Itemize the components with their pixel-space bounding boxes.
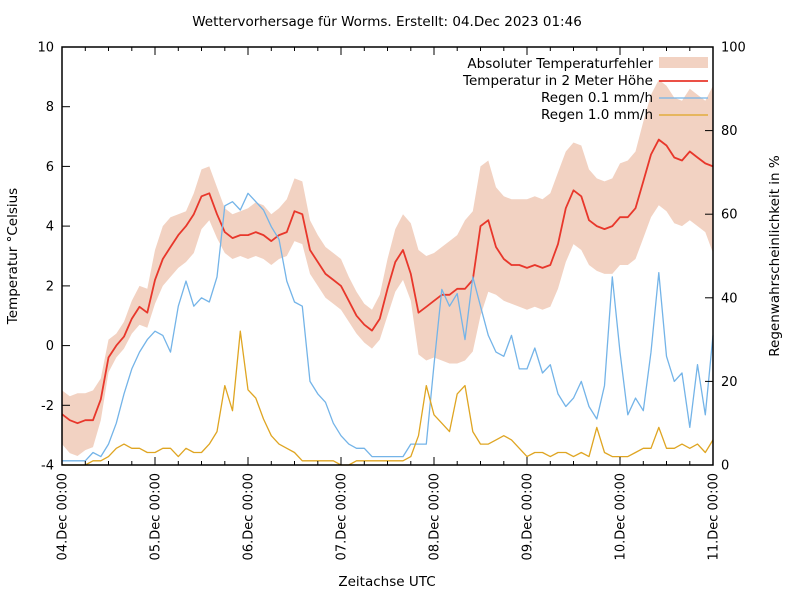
axis-ticks xyxy=(61,46,714,466)
legend-item-error-band: Absoluter Temperaturfehler xyxy=(467,56,708,72)
y-right-tick-label: 80 xyxy=(721,124,738,139)
chart-title: Wettervorhersage für Worms. Erstellt: 04… xyxy=(192,14,582,30)
legend-swatch-error-band-icon xyxy=(659,57,708,68)
y-left-tick-label: 8 xyxy=(46,100,54,115)
x-tick-label: 09.Dec 00:00 xyxy=(521,473,536,560)
series-lines xyxy=(61,138,714,466)
temperature-line xyxy=(61,138,714,425)
legend-item-temperature: Temperatur in 2 Meter Höhe xyxy=(462,73,708,89)
legend-label-error-band: Absoluter Temperaturfehler xyxy=(467,56,653,72)
x-axis-label: Zeitachse UTC xyxy=(338,574,435,590)
legend-label-temperature: Temperatur in 2 Meter Höhe xyxy=(462,73,653,89)
y-right-tick-label: 40 xyxy=(721,291,738,306)
y-left-tick-label: 4 xyxy=(46,220,54,235)
y-left-tick-label: -2 xyxy=(41,399,54,414)
x-tick-label: 06.Dec 00:00 xyxy=(242,473,257,560)
rain-10-line xyxy=(62,330,714,466)
legend: Absoluter Temperaturfehler Temperatur in… xyxy=(462,56,708,123)
y-right-tick-label: 0 xyxy=(721,459,729,474)
x-tick-label: 11.Dec 00:00 xyxy=(707,473,722,560)
x-tick-label: 07.Dec 00:00 xyxy=(335,473,350,560)
x-tick-label: 10.Dec 00:00 xyxy=(614,473,629,560)
x-tick-label: 04.Dec 00:00 xyxy=(56,473,71,560)
y-left-tick-label: 2 xyxy=(46,279,54,294)
y-left-tick-label: 0 xyxy=(46,339,54,354)
temperature-error-band xyxy=(62,79,713,457)
y-axis-label-left: Temperatur °Celsius xyxy=(5,188,21,325)
y-left-tick-label: 10 xyxy=(37,41,54,56)
y-right-tick-label: 60 xyxy=(721,208,738,223)
x-tick-label: 08.Dec 00:00 xyxy=(428,473,443,560)
y-left-tick-label: -4 xyxy=(41,459,54,474)
y-axis-label-right: Regenwahrscheinlichkeit in % xyxy=(767,155,783,357)
error-band-area xyxy=(62,79,713,457)
y-right-tick-label: 100 xyxy=(721,41,746,56)
rain-01-line xyxy=(62,192,714,462)
y-left-tick-label: 6 xyxy=(46,160,54,175)
legend-label-rain-10: Regen 1.0 mm/h xyxy=(541,107,653,123)
legend-item-rain-01: Regen 0.1 mm/h xyxy=(541,90,708,106)
y-right-tick-label: 20 xyxy=(721,375,738,390)
legend-item-rain-10: Regen 1.0 mm/h xyxy=(541,107,708,123)
legend-label-rain-01: Regen 0.1 mm/h xyxy=(541,90,653,106)
x-tick-label: 05.Dec 00:00 xyxy=(149,473,164,560)
